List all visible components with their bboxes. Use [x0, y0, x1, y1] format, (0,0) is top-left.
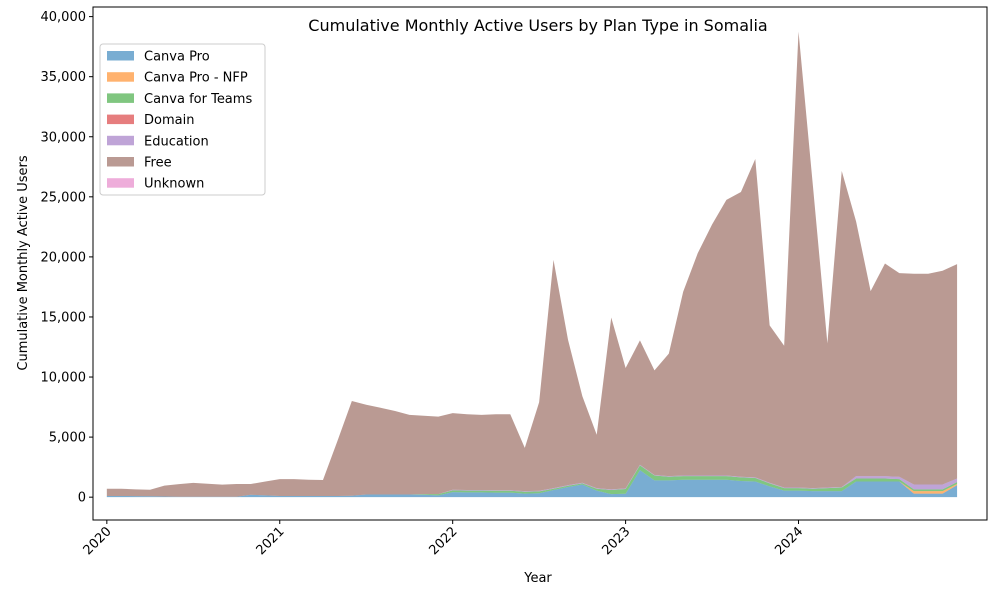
legend-swatch-domain — [107, 114, 134, 125]
x-axis: 2020 2021 2022 2023 2024 — [81, 520, 806, 558]
x-axis-label: Year — [523, 571, 552, 586]
legend-label-canva-pro-nfp: Canva Pro - NFP — [144, 71, 248, 86]
y-tick-label: 25,000 — [41, 190, 87, 205]
x-tick-label: 2020 — [81, 524, 115, 558]
y-tick-label: 20,000 — [41, 250, 87, 265]
y-tick-label: 0 — [78, 491, 86, 506]
x-tick-label: 2023 — [599, 524, 633, 558]
legend-swatch-unknown — [107, 178, 134, 188]
legend-label-unknown: Unknown — [144, 177, 204, 192]
plot-frame — [92, 6, 988, 521]
y-tick-label: 40,000 — [41, 10, 87, 25]
y-tick-label: 5,000 — [49, 431, 86, 446]
y-tick-label: 10,000 — [41, 371, 87, 386]
y-tick-label: 30,000 — [41, 130, 87, 145]
legend-swatch-canva-for-teams — [107, 93, 134, 103]
area-free — [106, 31, 958, 497]
x-tick-label: 2022 — [426, 524, 460, 558]
legend: Canva Pro Canva Pro - NFP Canva for Teams D… — [99, 43, 266, 196]
area-canva-pro — [106, 470, 958, 498]
x-tick-label: 2021 — [254, 524, 288, 558]
chart-title: Cumulative Monthly Active Users by Plan … — [308, 16, 767, 35]
x-tick-label: 2024 — [772, 524, 806, 558]
legend-swatch-education — [107, 135, 134, 146]
y-tick-label: 35,000 — [41, 70, 87, 85]
legend-box — [99, 43, 266, 196]
y-axis: 0 5,000 10,000 15,000 20,000 25,000 30,000 35,0… — [41, 10, 93, 506]
legend-swatch-canva-pro-nfp — [107, 72, 134, 82]
legend-label-free: Free — [144, 156, 172, 171]
y-tick-label: 15,000 — [41, 310, 87, 325]
legend-label-canva-for-teams: Canva for Teams — [144, 92, 252, 107]
legend-label-education: Education — [144, 134, 209, 149]
legend-swatch-free — [107, 157, 134, 167]
y-axis-label: Cumulative Monthly Active Users — [16, 155, 31, 370]
legend-swatch-canva-pro — [107, 51, 134, 61]
legend-label-canva-pro: Canva Pro — [144, 50, 210, 65]
area-layer — [106, 31, 958, 498]
legend-label-domain: Domain — [144, 113, 194, 128]
